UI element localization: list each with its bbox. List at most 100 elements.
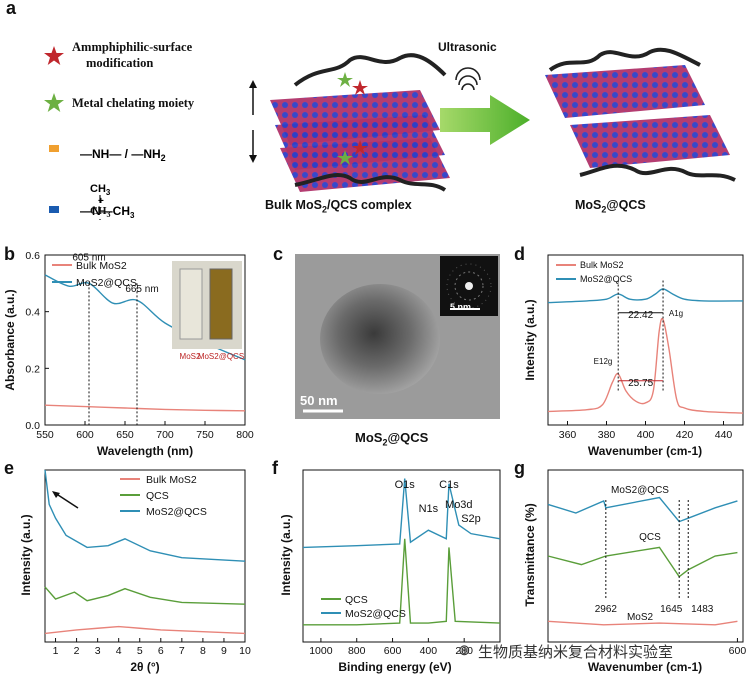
curve-label-mos2qcs: MoS2@QCS — [611, 485, 669, 496]
watermark-icon: ⊛ — [458, 642, 471, 659]
x-tick-label: 9 — [221, 645, 227, 657]
legend-a-red-star-label-1: Ammphiphilic-surface — [72, 40, 193, 54]
green-star-icon — [44, 93, 64, 112]
x-tick-label: 1 — [53, 645, 59, 657]
tem-caption: MoS2@QCS — [355, 430, 429, 448]
peak-label-s2p: S2p — [461, 513, 481, 525]
x-tick-label: 6 — [158, 645, 164, 657]
annot-1645: 1645 — [660, 604, 683, 615]
x-tick-label: 10 — [239, 645, 251, 657]
y-axis-label: Intensity (a.u.) — [279, 514, 293, 595]
vial-left — [179, 268, 203, 340]
x-axis-label: Wavenumber (cm-1) — [588, 444, 702, 458]
chart-f: 1000 800 600 400 200 Binding energy (eV) Inten… — [279, 469, 501, 674]
series-line-bulk-mos2 — [547, 317, 744, 414]
green-star-icon — [337, 150, 353, 165]
polymer-chain-bottom-right — [579, 163, 736, 182]
peak-label-o1s: O1s — [395, 479, 416, 491]
series-line-mos2-qcs — [547, 288, 744, 304]
x-axis-label: Binding energy (eV) — [338, 660, 451, 674]
series-line-mos2-qcs — [302, 478, 501, 549]
y-axis-label: Transmittance (%) — [523, 503, 537, 606]
series-line-mos2-qcs — [44, 469, 246, 562]
schematic-a — [249, 47, 736, 192]
annot-605: 605 nm — [72, 253, 105, 264]
orange-bar-icon — [49, 145, 59, 152]
series-line-bulk-mos2 — [44, 404, 246, 412]
panel-c-label: c — [273, 244, 284, 264]
x-tick-label: 7 — [179, 645, 185, 657]
legend-a-red-star-label-2: modification — [86, 56, 154, 70]
curve-label-mos2: MoS2 — [627, 612, 654, 623]
x-tick-label: 400 — [637, 429, 655, 441]
annot-665: 665 nm — [125, 284, 158, 295]
tem-image — [295, 254, 500, 419]
panel-f-label: f — [272, 458, 278, 478]
panel-a-label: a — [6, 0, 17, 18]
x-tick-label: 200 — [455, 645, 473, 657]
y-axis-label: Intensity (a.u.) — [19, 514, 33, 595]
red-star-icon — [352, 80, 368, 95]
series-line-bulk-mos2 — [44, 625, 246, 635]
svg-text:—NH— / —NH2: —NH— / —NH2 — [80, 147, 166, 163]
panel-g-label: g — [514, 458, 525, 478]
legend-a-green-star-label: Metal chelating moiety — [72, 96, 195, 110]
panel-b-label: b — [4, 244, 15, 264]
x-axis-label: Wavenumber (cm-1) — [588, 660, 702, 674]
x-axis-label: 2θ (°) — [130, 660, 159, 674]
series-line-mos2-qcs — [547, 496, 738, 523]
peak-label-mo3d: Mo3d — [445, 499, 473, 511]
x-tick-label: 3 — [95, 645, 101, 657]
polymer-chain-bottom-left — [294, 173, 447, 192]
x-tick-label: 8 — [200, 645, 206, 657]
legend-label-0: Bulk MoS2 — [146, 474, 197, 486]
x-tick-label: 380 — [598, 429, 616, 441]
chart-d: 360 380 400 420 440 Wavenumber (cm-1) Intensit… — [523, 254, 744, 458]
panel-d-label: d — [514, 244, 525, 264]
legend-a-bottom-ch3: CH3 — [90, 205, 111, 220]
peak-a1g: A1g — [669, 309, 683, 318]
x-tick-label: 5 — [137, 645, 143, 657]
x-tick-label: 4 — [116, 645, 122, 657]
legend-label-bulk: Bulk MoS2 — [580, 260, 624, 270]
polymer-chain-top-left — [293, 53, 447, 87]
blue-bar-icon — [49, 206, 59, 213]
green-star-icon — [337, 72, 353, 87]
annot-25-75: 25.75 — [628, 378, 653, 389]
x-tick-label: 2 — [74, 645, 80, 657]
mos2-qcs-caption-a: MoS2@QCS — [575, 198, 646, 215]
series-line-qcs — [44, 586, 246, 605]
x-tick-label: 600 — [384, 645, 402, 657]
chart-g: 600 Wavenumber (cm-1) Transmittance (%) MoS… — [523, 469, 746, 674]
x-tick-label: 800 — [236, 429, 254, 441]
peak-label-c1s: C1s — [439, 479, 459, 491]
svg-text:CH3: CH3 — [90, 183, 111, 197]
annot-2962: 2962 — [595, 604, 618, 615]
svg-text:+: + — [98, 196, 104, 207]
x-tick-label: 1000 — [309, 645, 333, 657]
green-arrow-icon — [440, 95, 530, 145]
legend-label-bulk: Bulk MoS2 — [76, 260, 127, 272]
x-tick-label: 650 — [116, 429, 134, 441]
bulk-complex-caption: Bulk MoS2/QCS complex — [265, 198, 412, 215]
x-tick-label: 700 — [156, 429, 174, 441]
x-tick-label: 440 — [715, 429, 733, 441]
chart-b: 550 600 650 700 750 800 0.0 0.2 0.4 0.6 Wavelength… — [3, 250, 254, 458]
plot-frame — [547, 254, 744, 426]
y-tick-label: 0.2 — [25, 363, 40, 375]
exfoliated-mos2-sheets — [545, 65, 730, 168]
x-tick-label: 360 — [559, 429, 577, 441]
peak-label-n1s: N1s — [419, 503, 439, 515]
series-line-qcs — [547, 546, 738, 578]
curve-label-qcs: QCS — [639, 532, 661, 543]
y-tick-label: 0.6 — [25, 250, 40, 262]
legend-a-symbols: —NH— / —NH2 CH3 —N—CH3 + — [44, 46, 166, 227]
plot-frame — [44, 469, 246, 643]
x-tick-label: 800 — [348, 645, 366, 657]
inset-label-right: MoS2@QCS — [198, 352, 244, 361]
y-tick-label: 0.0 — [25, 420, 40, 432]
annot-22-42: 22.42 — [628, 310, 653, 321]
legend-label-qcs: QCS — [345, 594, 368, 606]
series-line-mos2 — [547, 620, 738, 626]
x-axis-label: Wavelength (nm) — [97, 444, 193, 458]
